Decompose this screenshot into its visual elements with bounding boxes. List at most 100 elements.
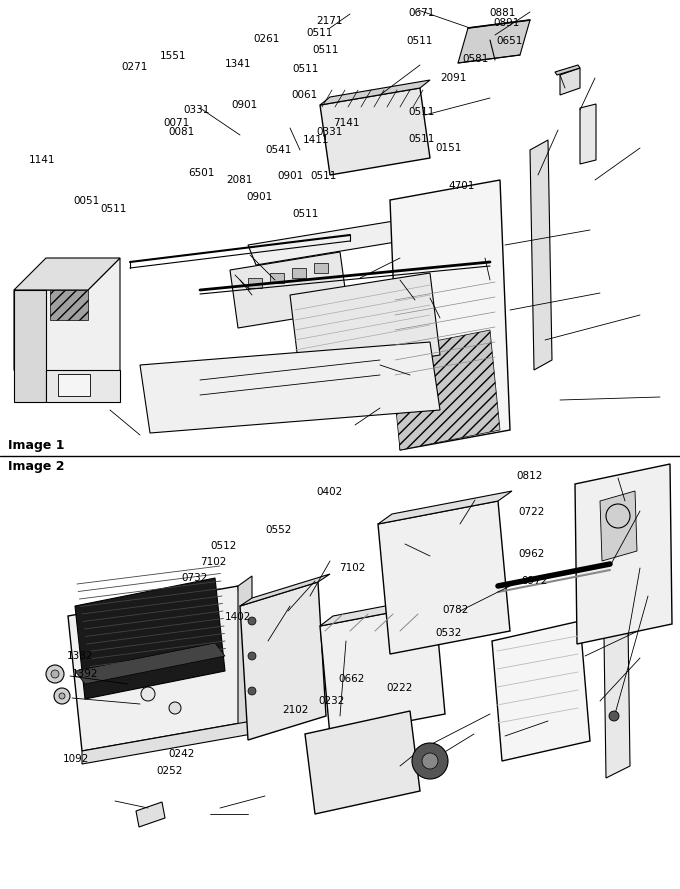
Circle shape	[248, 687, 256, 695]
Text: 0881: 0881	[490, 8, 516, 18]
Polygon shape	[320, 604, 445, 736]
Text: 4701: 4701	[449, 181, 475, 191]
Text: 2102: 2102	[282, 705, 309, 715]
Text: 6501: 6501	[188, 168, 215, 178]
Polygon shape	[248, 220, 408, 265]
Text: 0261: 0261	[254, 34, 280, 44]
Bar	[292, 268, 306, 278]
Polygon shape	[600, 491, 637, 561]
Polygon shape	[492, 621, 590, 761]
Polygon shape	[560, 68, 580, 95]
Text: 2171: 2171	[316, 16, 343, 27]
Polygon shape	[378, 501, 510, 654]
Polygon shape	[14, 258, 120, 402]
Text: 1411: 1411	[303, 135, 329, 146]
Circle shape	[248, 652, 256, 660]
Polygon shape	[320, 594, 448, 626]
Polygon shape	[390, 180, 510, 450]
Polygon shape	[82, 721, 252, 764]
Text: 0581: 0581	[462, 54, 489, 64]
Text: 0972: 0972	[521, 576, 547, 586]
Circle shape	[59, 693, 65, 699]
Polygon shape	[230, 252, 348, 328]
Text: 0812: 0812	[517, 471, 543, 481]
Text: 0071: 0071	[163, 117, 190, 128]
Text: 0081: 0081	[168, 127, 194, 137]
Polygon shape	[75, 578, 225, 699]
Polygon shape	[378, 491, 512, 524]
Polygon shape	[238, 576, 252, 731]
Text: 1402: 1402	[224, 612, 251, 621]
Text: 0331: 0331	[184, 105, 210, 115]
Circle shape	[169, 702, 181, 714]
Bar	[270, 273, 284, 283]
Text: 0722: 0722	[518, 507, 545, 517]
Polygon shape	[530, 140, 552, 370]
Text: 0271: 0271	[121, 61, 148, 71]
Bar	[248, 278, 262, 288]
Text: 7102: 7102	[339, 563, 365, 573]
Text: 0671: 0671	[408, 8, 435, 18]
Circle shape	[46, 665, 64, 683]
Circle shape	[609, 711, 619, 721]
Text: 0051: 0051	[73, 196, 100, 206]
Text: 1141: 1141	[29, 155, 55, 165]
Text: 0732: 0732	[182, 573, 208, 583]
Text: 2081: 2081	[226, 174, 253, 185]
Polygon shape	[390, 330, 500, 450]
Polygon shape	[305, 711, 420, 814]
Polygon shape	[290, 273, 440, 377]
Circle shape	[412, 743, 448, 779]
Text: 0901: 0901	[277, 171, 304, 181]
Circle shape	[248, 617, 256, 625]
Text: Image 1: Image 1	[8, 439, 65, 452]
Text: 7141: 7141	[333, 117, 360, 128]
Text: 0552: 0552	[265, 525, 292, 534]
Polygon shape	[14, 258, 120, 290]
Polygon shape	[580, 104, 596, 164]
Text: 0532: 0532	[435, 628, 462, 637]
Text: 1341: 1341	[224, 60, 251, 69]
Text: 1392: 1392	[71, 669, 98, 678]
Polygon shape	[240, 574, 330, 606]
Text: Image 2: Image 2	[8, 460, 65, 473]
Text: 0662: 0662	[339, 674, 365, 684]
Text: 7102: 7102	[201, 557, 227, 566]
Text: 0962: 0962	[518, 549, 545, 559]
Polygon shape	[320, 80, 430, 105]
Text: 1092: 1092	[63, 754, 90, 764]
Polygon shape	[68, 586, 252, 751]
Circle shape	[51, 670, 59, 678]
Polygon shape	[136, 802, 165, 827]
Polygon shape	[458, 20, 530, 63]
Text: 0512: 0512	[211, 541, 237, 550]
Text: 0222: 0222	[386, 683, 413, 693]
Text: 0402: 0402	[316, 487, 343, 497]
Text: 1551: 1551	[160, 51, 186, 61]
Polygon shape	[555, 65, 580, 75]
Polygon shape	[240, 582, 326, 740]
Bar	[314, 263, 328, 273]
Text: 0511: 0511	[306, 28, 333, 38]
Text: 0242: 0242	[169, 749, 195, 759]
Text: 0901: 0901	[246, 191, 273, 202]
Circle shape	[141, 687, 155, 701]
Text: 0511: 0511	[311, 171, 337, 181]
Text: 0151: 0151	[435, 143, 462, 153]
Circle shape	[54, 688, 70, 704]
Polygon shape	[14, 290, 46, 402]
Text: 0252: 0252	[156, 766, 183, 776]
Text: 0511: 0511	[408, 133, 435, 144]
Text: 0511: 0511	[406, 36, 432, 46]
Text: 0511: 0511	[292, 64, 319, 74]
Text: 1382: 1382	[67, 651, 93, 661]
Polygon shape	[320, 88, 430, 175]
Polygon shape	[604, 624, 630, 778]
Text: 0511: 0511	[292, 209, 319, 219]
Text: 0891: 0891	[493, 19, 520, 28]
Circle shape	[422, 753, 438, 769]
Polygon shape	[140, 342, 440, 433]
Text: 0511: 0511	[408, 108, 435, 117]
Text: 0331: 0331	[316, 127, 343, 137]
Text: 0901: 0901	[231, 100, 258, 110]
